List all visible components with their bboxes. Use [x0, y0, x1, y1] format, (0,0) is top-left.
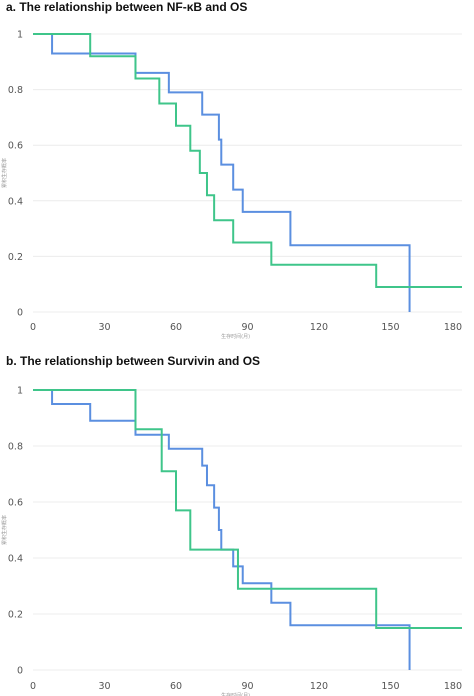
chart-title: b. The relationship between Survivin and… [6, 354, 261, 368]
x-tick-label: 30 [98, 322, 110, 333]
y-tick-label: 0.6 [8, 141, 23, 152]
y-axis-label: 累积生存概率 [1, 158, 8, 188]
x-tick-label: 180 [444, 322, 462, 333]
y-axis-label: 累积生存概率 [1, 515, 8, 545]
x-tick-label: 0 [30, 681, 36, 692]
y-tick-label: 0.6 [8, 498, 23, 509]
x-tick-label: 180 [444, 681, 462, 692]
x-tick-label: 90 [241, 681, 253, 692]
x-tick-label: 30 [98, 681, 110, 692]
x-axis-label: 生存时间(月) [221, 692, 250, 696]
km-chart-a: 0 0.2 0.4 0.6 0.8 1 0 30 60 90 120 150 180 生存时间(月) 累积生… [1, 30, 462, 340]
y-tick-label: 0.2 [8, 610, 23, 621]
km-series-green-line [33, 33, 462, 288]
x-tick-label: 90 [241, 322, 253, 333]
x-tick-label: 150 [381, 681, 399, 692]
chart-panel-a: a. The relationship between NF-κB and OS… [0, 0, 474, 345]
y-tick-label: 0 [17, 308, 23, 319]
km-series-green-line [33, 389, 462, 629]
km-series-blue-line [33, 389, 411, 670]
x-tick-label: 60 [170, 681, 182, 692]
chart-title: a. The relationship between NF-κB and OS [6, 0, 248, 14]
y-tick-label: 0.8 [8, 85, 23, 96]
y-tick-label: 0.4 [8, 554, 23, 565]
km-series-blue-line [33, 33, 411, 312]
x-tick-label: 120 [310, 681, 328, 692]
y-tick-label: 0.8 [8, 442, 23, 453]
x-tick-label: 0 [30, 322, 36, 333]
x-tick-label: 60 [170, 322, 182, 333]
x-tick-label: 120 [310, 322, 328, 333]
km-chart-b: 0 0.2 0.4 0.6 0.8 1 0 30 60 90 120 150 180 生存时间(月) 累积生… [1, 386, 462, 696]
y-tick-label: 1 [17, 386, 23, 397]
y-tick-label: 0.2 [8, 252, 23, 263]
y-tick-label: 1 [17, 30, 23, 41]
y-tick-label: 0.4 [8, 196, 23, 207]
x-axis-label: 生存时间(月) [221, 333, 250, 340]
x-tick-label: 150 [381, 322, 399, 333]
y-tick-label: 0 [17, 666, 23, 677]
chart-panel-b: b. The relationship between Survivin and… [0, 345, 474, 696]
